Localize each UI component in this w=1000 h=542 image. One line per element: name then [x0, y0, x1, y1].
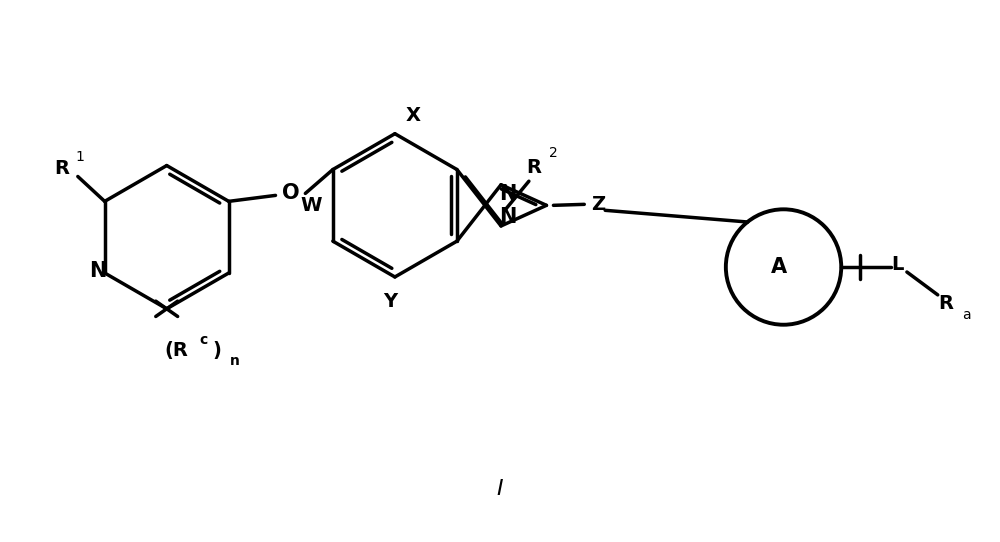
Text: R: R — [938, 294, 953, 313]
Text: a: a — [962, 308, 971, 322]
Text: ): ) — [212, 341, 221, 360]
Text: W: W — [300, 196, 322, 215]
Text: O: O — [282, 183, 299, 203]
Text: L: L — [891, 255, 903, 274]
Text: A: A — [771, 257, 787, 277]
Text: n: n — [229, 353, 239, 367]
Text: c: c — [199, 333, 208, 347]
Text: Z: Z — [591, 195, 605, 214]
Text: N: N — [499, 207, 517, 227]
Text: N: N — [499, 184, 517, 204]
Text: N: N — [89, 261, 106, 281]
Text: 1: 1 — [75, 150, 84, 164]
Text: Y: Y — [383, 292, 397, 311]
Text: I: I — [497, 479, 503, 499]
Text: R: R — [54, 159, 69, 178]
Text: 2: 2 — [549, 146, 558, 160]
Text: R: R — [526, 158, 541, 177]
Text: X: X — [405, 106, 420, 125]
Text: (R: (R — [165, 341, 189, 360]
